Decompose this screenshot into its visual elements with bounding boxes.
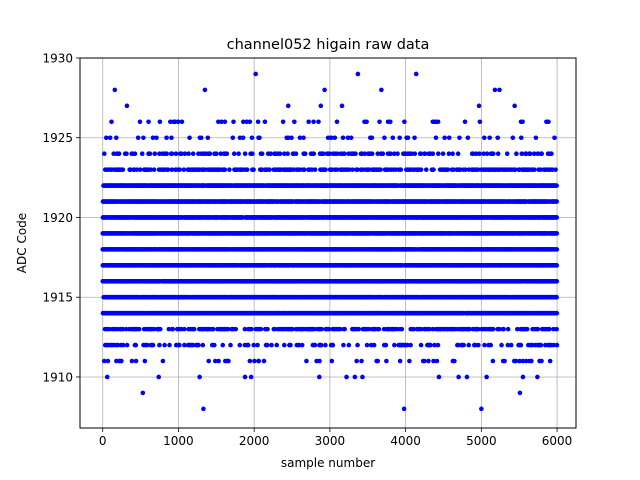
data-points bbox=[100, 71, 560, 412]
plot-area-background bbox=[80, 58, 576, 428]
data-point bbox=[554, 231, 560, 236]
data-point bbox=[554, 247, 560, 252]
data-point bbox=[554, 310, 560, 316]
data-point bbox=[554, 199, 560, 204]
data-point bbox=[554, 278, 560, 284]
data-point bbox=[554, 215, 560, 220]
data-point bbox=[554, 263, 560, 268]
data-point bbox=[554, 294, 559, 300]
